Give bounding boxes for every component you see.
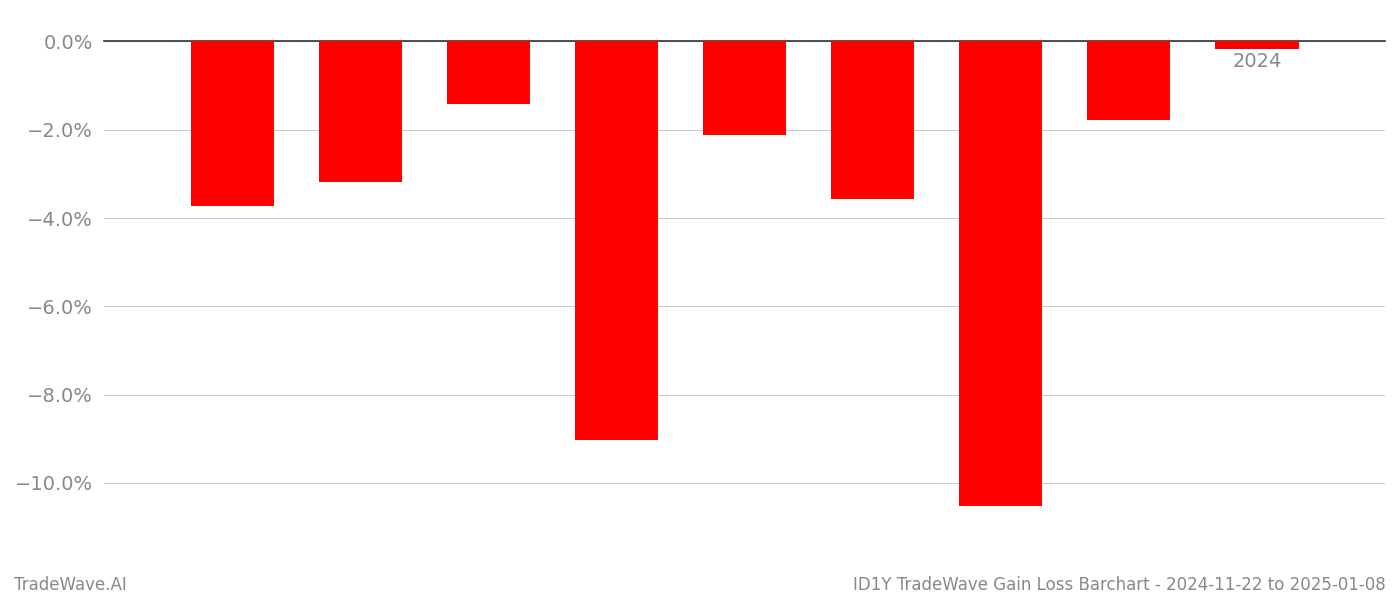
Bar — [703, 41, 787, 135]
Bar — [575, 41, 658, 440]
Text: ID1Y TradeWave Gain Loss Barchart - 2024-11-22 to 2025-01-08: ID1Y TradeWave Gain Loss Barchart - 2024… — [853, 576, 1386, 594]
Bar — [832, 41, 914, 199]
Bar — [1088, 41, 1170, 120]
Text: TradeWave.AI: TradeWave.AI — [14, 576, 127, 594]
Bar — [1215, 41, 1299, 49]
Bar — [959, 41, 1043, 506]
Bar — [190, 41, 274, 206]
Bar — [319, 41, 402, 182]
Bar — [447, 41, 531, 104]
